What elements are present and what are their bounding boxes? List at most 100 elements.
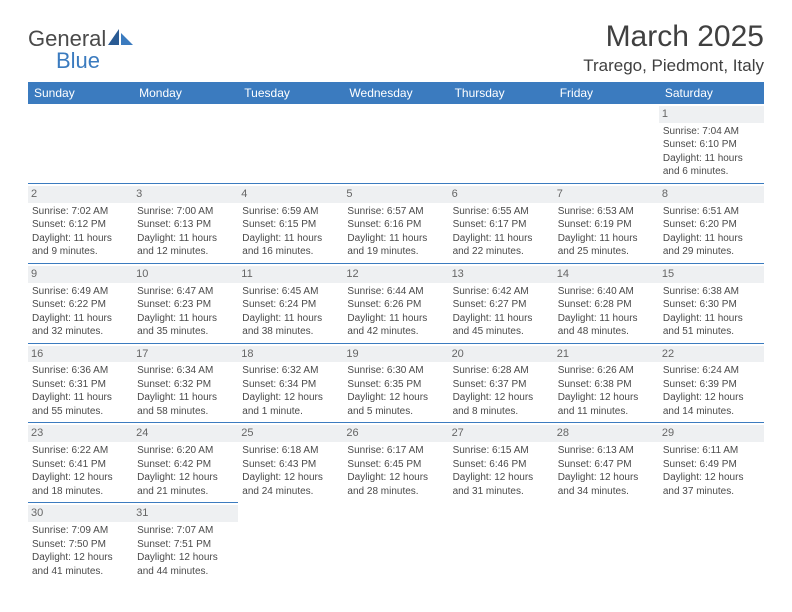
calendar-table: Sunday Monday Tuesday Wednesday Thursday…	[28, 82, 764, 582]
calendar-cell	[238, 104, 343, 183]
calendar-cell	[554, 503, 659, 582]
day-number: 20	[449, 346, 554, 363]
calendar-cell: 31Sunrise: 7:07 AMSunset: 7:51 PMDayligh…	[133, 503, 238, 582]
calendar-cell	[449, 503, 554, 582]
daylight-text: Daylight: 12 hours and 5 minutes.	[347, 391, 444, 418]
daylight-text: Daylight: 11 hours and 16 minutes.	[242, 232, 339, 259]
day-number: 8	[659, 186, 764, 203]
daylight-text: Daylight: 12 hours and 11 minutes.	[558, 391, 655, 418]
calendar-cell: 15Sunrise: 6:38 AMSunset: 6:30 PMDayligh…	[659, 263, 764, 343]
calendar-row: 16Sunrise: 6:36 AMSunset: 6:31 PMDayligh…	[28, 343, 764, 423]
sunset-text: Sunset: 6:42 PM	[137, 458, 234, 472]
sunset-text: Sunset: 6:35 PM	[347, 378, 444, 392]
sunrise-text: Sunrise: 7:00 AM	[137, 205, 234, 219]
calendar-cell: 26Sunrise: 6:17 AMSunset: 6:45 PMDayligh…	[343, 423, 448, 503]
day-number: 7	[554, 186, 659, 203]
daylight-text: Daylight: 11 hours and 48 minutes.	[558, 312, 655, 339]
logo: General Blue	[28, 26, 134, 74]
sunset-text: Sunset: 6:34 PM	[242, 378, 339, 392]
sunrise-text: Sunrise: 6:17 AM	[347, 444, 444, 458]
header: General Blue March 2025 Trarego, Piedmon…	[28, 20, 764, 76]
sunset-text: Sunset: 6:28 PM	[558, 298, 655, 312]
day-number: 26	[343, 425, 448, 442]
daylight-text: Daylight: 11 hours and 9 minutes.	[32, 232, 129, 259]
calendar-row: 23 Sunrise: 6:22 AMSunset: 6:41 PM Dayligh…	[28, 423, 764, 503]
day-number: 29	[659, 425, 764, 442]
daylight-text: Daylight: 12 hours and 8 minutes.	[453, 391, 550, 418]
daylight-text: Daylight: 12 hours and 34 minutes.	[558, 471, 655, 498]
day-number: 6	[449, 186, 554, 203]
location: Trarego, Piedmont, Italy	[583, 56, 764, 76]
sunset-text: Sunset: 6:24 PM	[242, 298, 339, 312]
sunset-text: Sunset: 6:27 PM	[453, 298, 550, 312]
weekday-header: Monday	[133, 82, 238, 104]
sunrise-text: Sunrise: 6:32 AM	[242, 364, 339, 378]
sunrise-text: Sunrise: 6:51 AM	[663, 205, 760, 219]
daylight-text: Daylight: 12 hours and 31 minutes.	[453, 471, 550, 498]
calendar-cell: 5Sunrise: 6:57 AMSunset: 6:16 PMDaylight…	[343, 183, 448, 263]
weekday-header: Sunday	[28, 82, 133, 104]
daylight-text: Daylight: 12 hours and 14 minutes.	[663, 391, 760, 418]
sunrise-text: Sunrise: 6:57 AM	[347, 205, 444, 219]
calendar-cell	[449, 104, 554, 183]
weekday-header: Thursday	[449, 82, 554, 104]
sunrise-text: Sunrise: 6:42 AM	[453, 285, 550, 299]
sunrise-text: Sunrise: 6:13 AM	[558, 444, 655, 458]
calendar-cell: 11Sunrise: 6:45 AMSunset: 6:24 PMDayligh…	[238, 263, 343, 343]
sunset-text: Sunset: 7:50 PM	[32, 538, 129, 552]
sunset-text: Sunset: 6:16 PM	[347, 218, 444, 232]
calendar-cell	[28, 104, 133, 183]
sunrise-text: Sunrise: 6:40 AM	[558, 285, 655, 299]
daylight-text: Daylight: 11 hours and 45 minutes.	[453, 312, 550, 339]
daylight-text: Daylight: 12 hours and 41 minutes.	[32, 551, 129, 578]
sunset-text: Sunset: 6:32 PM	[137, 378, 234, 392]
sunrise-text: Sunrise: 6:53 AM	[558, 205, 655, 219]
sunset-text: Sunset: 6:22 PM	[32, 298, 129, 312]
day-number: 22	[659, 346, 764, 363]
weekday-header: Friday	[554, 82, 659, 104]
day-number: 30	[28, 505, 133, 522]
daylight-text: Daylight: 11 hours and 29 minutes.	[663, 232, 760, 259]
sunrise-text: Sunrise: 6:55 AM	[453, 205, 550, 219]
calendar-cell: 13Sunrise: 6:42 AMSunset: 6:27 PMDayligh…	[449, 263, 554, 343]
calendar-cell: 24Sunrise: 6:20 AMSunset: 6:42 PMDayligh…	[133, 423, 238, 503]
daylight-text: Daylight: 12 hours and 44 minutes.	[137, 551, 234, 578]
calendar-cell: 28Sunrise: 6:13 AMSunset: 6:47 PMDayligh…	[554, 423, 659, 503]
daylight-text: Daylight: 12 hours and 24 minutes.	[242, 471, 339, 498]
sunrise-text: Sunrise: 6:38 AM	[663, 285, 760, 299]
sunrise-text: Sunrise: 6:15 AM	[453, 444, 550, 458]
sunset-text: Sunset: 6:45 PM	[347, 458, 444, 472]
sunset-text: Sunset: 6:41 PM	[32, 458, 129, 472]
sunrise-text: Sunrise: 6:22 AM	[32, 444, 129, 458]
day-number: 27	[449, 425, 554, 442]
day-number: 24	[133, 425, 238, 442]
daylight-text: Daylight: 11 hours and 25 minutes.	[558, 232, 655, 259]
calendar-cell: 7 Sunrise: 6:53 AMSunset: 6:19 PMDaylight…	[554, 183, 659, 263]
day-number: 21	[554, 346, 659, 363]
sunset-text: Sunset: 6:13 PM	[137, 218, 234, 232]
calendar-cell: 18Sunrise: 6:32 AMSunset: 6:34 PMDayligh…	[238, 343, 343, 423]
calendar-cell	[238, 503, 343, 582]
calendar-row: 1Sunrise: 7:04 AMSunset: 6:10 PMDaylight…	[28, 104, 764, 183]
calendar-cell: 20Sunrise: 6:28 AMSunset: 6:37 PMDayligh…	[449, 343, 554, 423]
day-number: 3	[133, 186, 238, 203]
sunset-text: Sunset: 6:26 PM	[347, 298, 444, 312]
calendar-cell: 23Sunrise: 6:22 AMSunset: 6:41 PMDayligh…	[28, 423, 133, 503]
day-number: 19	[343, 346, 448, 363]
sunset-text: Sunset: 6:39 PM	[663, 378, 760, 392]
daylight-text: Daylight: 11 hours and 6 minutes.	[663, 152, 760, 179]
calendar-cell: 14Sunrise: 6:40 AMSunset: 6:28 PMDayligh…	[554, 263, 659, 343]
sunset-text: Sunset: 6:30 PM	[663, 298, 760, 312]
title-block: March 2025 Trarego, Piedmont, Italy	[583, 20, 764, 76]
sunset-text: Sunset: 6:19 PM	[558, 218, 655, 232]
day-number: 23	[28, 425, 133, 442]
sunset-text: Sunset: 6:49 PM	[663, 458, 760, 472]
day-number: 1	[659, 106, 764, 123]
daylight-text: Daylight: 11 hours and 58 minutes.	[137, 391, 234, 418]
sunset-text: Sunset: 6:37 PM	[453, 378, 550, 392]
calendar-row: 30Sunrise: 7:09 AMSunset: 7:50 PMDayligh…	[28, 503, 764, 582]
calendar-row: 9Sunrise: 6:49 AMSunset: 6:22 PMDaylight…	[28, 263, 764, 343]
calendar-cell	[343, 503, 448, 582]
calendar-cell: 4Sunrise: 6:59 AMSunset: 6:15 PMDaylight…	[238, 183, 343, 263]
daylight-text: Daylight: 11 hours and 35 minutes.	[137, 312, 234, 339]
